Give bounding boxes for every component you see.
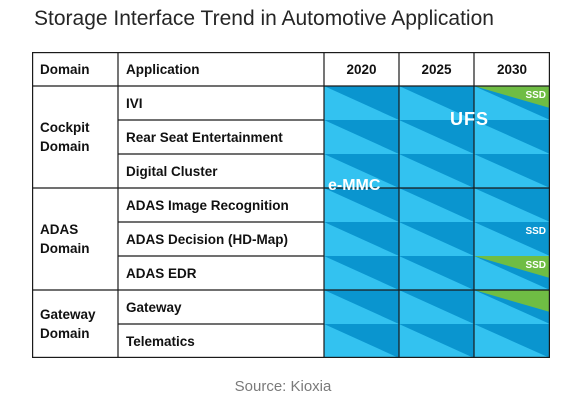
header-application: Application [126, 61, 200, 77]
header-year-2030: 2030 [496, 61, 528, 77]
app-rear-seat-entertainment: Rear Seat Entertainment [126, 129, 283, 145]
domain-gateway: Gateway Domain [32, 290, 118, 358]
app-telematics: Telematics [126, 333, 195, 349]
app-adas-image-recognition: ADAS Image Recognition [126, 197, 289, 213]
domain-cockpit-line2: Domain [40, 139, 90, 154]
chart-title: Storage Interface Trend in Automotive Ap… [34, 7, 494, 30]
ufs-label: UFS [450, 109, 489, 129]
ssd-label-ivi: SSD [525, 90, 546, 101]
app-ivi: IVI [126, 95, 143, 111]
domain-cockpit: Cockpit Domain [32, 86, 118, 188]
app-adas-edr: ADAS EDR [126, 265, 197, 281]
domain-adas: ADAS Domain [32, 188, 118, 290]
storage-trend-table: Domain Application 2020 2025 2030 Cockpi… [32, 52, 550, 358]
source-note: Source: Kioxia [234, 378, 332, 395]
app-digital-cluster: Digital Cluster [126, 163, 218, 179]
header-year-2025: 2025 [421, 61, 452, 77]
trend-stripes [324, 86, 550, 358]
domain-adas-line1: ADAS [40, 222, 79, 237]
app-gateway: Gateway [126, 299, 182, 315]
app-adas-decision: ADAS Decision (HD-Map) [126, 231, 289, 247]
domain-gateway-line1: Gateway [40, 307, 96, 322]
domain-cockpit-line1: Cockpit [40, 120, 90, 135]
header-year-2020: 2020 [346, 61, 377, 77]
emmc-label: e-MMC [328, 177, 381, 194]
ssd-label-adas-decision: SSD [525, 226, 546, 237]
domain-gateway-line2: Domain [40, 326, 90, 341]
header-domain: Domain [40, 61, 90, 77]
ssd-label-adas-edr: SSD [525, 260, 546, 271]
domain-adas-line2: Domain [40, 241, 90, 256]
